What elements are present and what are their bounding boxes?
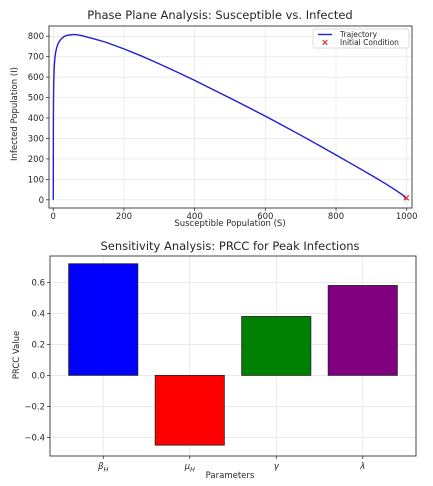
phase-y-tick-label: 800 — [28, 32, 44, 42]
prcc-title: Sensitivity Analysis: PRCC for Peak Infe… — [100, 239, 359, 253]
prcc-bar-2 — [154, 374, 225, 446]
phase-legend: Trajectory Initial Condition — [312, 28, 410, 49]
phase-x-tick-label: 400 — [187, 212, 203, 222]
phase-y-tick-label: 700 — [28, 53, 44, 63]
prcc-y-tick-label: 0.2 — [31, 340, 45, 350]
prcc-x-tick-label: γ — [274, 462, 280, 472]
phase-title: Phase Plane Analysis: Susceptible vs. In… — [87, 8, 352, 22]
prcc-x-tick-label: μH — [184, 462, 195, 474]
phase-x-tick-label: 200 — [116, 212, 132, 222]
prcc-bar-1 — [68, 263, 139, 376]
prcc-y-tick-label: −0.4 — [24, 433, 45, 443]
phase-y-tick-label: 100 — [28, 175, 44, 185]
phase-y-ticks: 0 100 200 300 400 500 600 700 800 — [28, 32, 49, 206]
prcc-plot-frame — [49, 255, 417, 457]
prcc-x-tick-label: βH — [97, 462, 108, 474]
phase-x-ticks: 0 200 400 600 800 1000 — [51, 208, 418, 222]
prcc-x-axis-label: Parameters — [206, 471, 255, 481]
prcc-y-ticks: −0.4 −0.2 0.0 0.2 0.4 0.6 — [24, 278, 50, 443]
trajectory-line — [52, 33, 407, 201]
legend-x-glyph — [322, 39, 328, 46]
prcc-bar-3 — [241, 316, 312, 376]
prcc-bars — [68, 263, 398, 446]
phase-x-tick-label: 0 — [51, 212, 56, 222]
prcc-x-ticks: βH μH γ λ — [97, 456, 365, 474]
phase-x-tick-label: 1000 — [396, 212, 418, 222]
phase-y-tick-label: 600 — [28, 73, 44, 83]
phase-plot-frame — [48, 25, 413, 209]
initial-condition-x — [403, 194, 410, 201]
phase-x-axis-label: Susceptible Population (S) — [174, 219, 285, 229]
prcc-x-tick-label: λ — [359, 462, 365, 472]
phase-plane-chart: Phase Plane Analysis: Susceptible vs. In… — [10, 8, 418, 229]
legend-initial-condition-swatch — [322, 39, 328, 46]
phase-y-axis-label: Infected Population (I) — [10, 67, 20, 161]
legend-trajectory-label: Trajectory — [339, 30, 378, 39]
phase-x-tick-label: 800 — [328, 212, 344, 222]
prcc-y-tick-label: 0.6 — [31, 278, 45, 288]
prcc-y-tick-label: 0.4 — [31, 309, 45, 319]
prcc-y-tick-label: 0.0 — [31, 371, 45, 381]
phase-x-tick-label: 600 — [257, 212, 273, 222]
prcc-y-axis-label: PRCC Value — [12, 331, 22, 380]
prcc-bar-chart: Sensitivity Analysis: PRCC for Peak Infe… — [12, 239, 417, 481]
phase-y-tick-label: 0 — [39, 196, 44, 206]
initial-condition-marker — [403, 194, 410, 201]
phase-grid — [49, 26, 412, 208]
phase-y-tick-label: 200 — [28, 155, 44, 165]
phase-y-tick-label: 400 — [28, 114, 44, 124]
legend-initial-condition-label: Initial Condition — [340, 38, 399, 47]
prcc-y-tick-label: −0.2 — [24, 402, 45, 412]
prcc-bar-4 — [327, 285, 398, 376]
phase-y-tick-label: 500 — [28, 94, 44, 104]
phase-y-tick-label: 300 — [28, 134, 44, 144]
